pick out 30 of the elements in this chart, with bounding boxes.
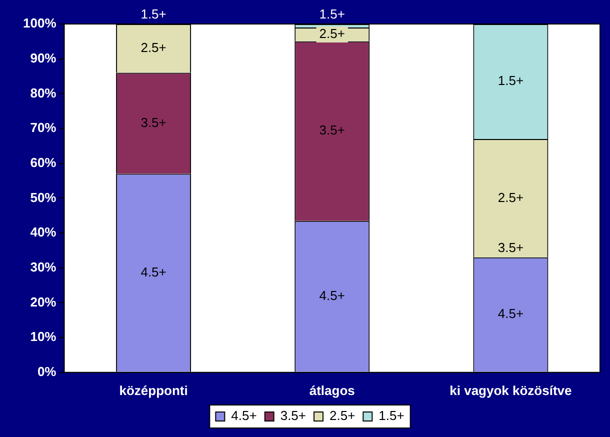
y-tick-label: 90% bbox=[30, 50, 57, 66]
text: 3.5+ bbox=[319, 122, 345, 138]
text: 3.5+ bbox=[140, 114, 166, 130]
text: 2.5+ bbox=[319, 26, 345, 42]
x-tick-label: ki vagyok közösítve bbox=[450, 382, 572, 398]
y-tick-label: 50% bbox=[30, 190, 57, 205]
text: 1.5+ bbox=[498, 73, 524, 88]
legend-label: 4.5+ bbox=[231, 408, 257, 424]
y-tick-label: 100% bbox=[23, 16, 57, 31]
legend-label: 1.5+ bbox=[378, 408, 404, 424]
legend-label: 3.5+ bbox=[280, 408, 306, 424]
y-tick-label: 60% bbox=[30, 154, 57, 170]
y-tick-label: 80% bbox=[30, 85, 57, 100]
x-tick-label: középponti bbox=[119, 382, 188, 398]
text: 1.5+ bbox=[140, 6, 166, 22]
y-tick-label: 70% bbox=[30, 120, 57, 136]
text: 2.5+ bbox=[498, 190, 524, 205]
text: 4.5+ bbox=[140, 264, 166, 280]
text: 2.5+ bbox=[140, 40, 166, 55]
text: 1.5+ bbox=[319, 6, 345, 22]
legend-label: 2.5+ bbox=[330, 408, 356, 424]
x-tick-label: átlagos bbox=[309, 382, 355, 398]
text: 4.5+ bbox=[498, 306, 524, 322]
text: 3.5+ bbox=[498, 240, 524, 256]
y-tick-label: 30% bbox=[30, 259, 57, 274]
y-tick-label: 40% bbox=[30, 224, 57, 240]
text: 4.5+ bbox=[319, 288, 345, 303]
y-tick-label: 20% bbox=[30, 294, 57, 310]
y-tick-label: 10% bbox=[30, 329, 57, 344]
y-tick-label: 0% bbox=[37, 364, 57, 379]
